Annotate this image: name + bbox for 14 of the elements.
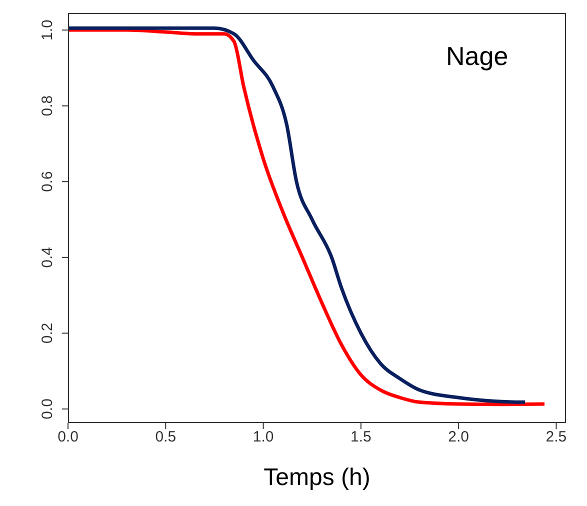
annotation: Nage: [446, 41, 508, 72]
y-tick-label: 0.6: [39, 171, 56, 192]
y-tick-label: 0.4: [39, 246, 56, 268]
y-tick-label: 0.0: [39, 398, 56, 420]
x-tick-label: 1.5: [350, 428, 372, 446]
y-tick-label: 1.0: [39, 20, 56, 40]
y-tick-label: 0.2: [39, 322, 56, 344]
x-tick-label: 2.0: [448, 428, 470, 446]
x-tick-label: 1.0: [252, 428, 274, 446]
x-tick-label: 2.5: [546, 428, 567, 446]
x-tick-label: 0.0: [58, 428, 78, 446]
x-tick-label: 0.5: [155, 428, 176, 446]
y-tick-label: 0.8: [39, 95, 56, 116]
x-axis-title: Temps (h): [264, 464, 370, 491]
